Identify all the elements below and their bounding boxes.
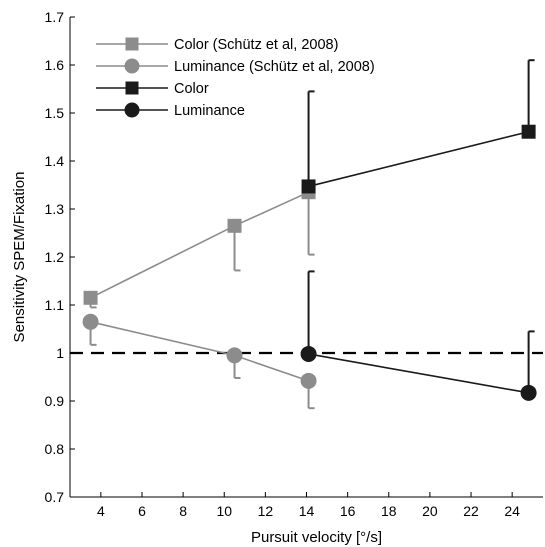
series-2-point bbox=[82, 313, 99, 330]
x-tick-label: 6 bbox=[138, 503, 146, 519]
series-4-line bbox=[308, 353, 529, 394]
y-tick-label: 1.1 bbox=[45, 297, 65, 313]
x-tick-label: 8 bbox=[179, 503, 187, 519]
series-3-point bbox=[301, 179, 316, 194]
legend-marker bbox=[124, 58, 140, 74]
y-tick-label: 1.2 bbox=[45, 249, 65, 265]
series-1-line bbox=[90, 191, 309, 299]
y-tick-label: 1.3 bbox=[45, 201, 65, 217]
x-tick-label: 18 bbox=[381, 503, 397, 519]
series-2-point bbox=[300, 372, 317, 389]
legend-label: Luminance bbox=[174, 103, 245, 119]
series-4-point bbox=[520, 384, 537, 401]
x-tick-label: 24 bbox=[504, 503, 520, 519]
series-3-line bbox=[308, 130, 529, 188]
legend-label: Color (Schütz et al, 2008) bbox=[174, 37, 338, 53]
x-tick-label: 20 bbox=[422, 503, 438, 519]
x-tick-label: 4 bbox=[97, 503, 105, 519]
x-tick-label: 22 bbox=[463, 503, 479, 519]
legend-marker bbox=[125, 81, 139, 95]
legend-label: Color bbox=[174, 81, 209, 97]
y-tick-label: 1.7 bbox=[45, 9, 65, 25]
legend-label: Luminance (Schütz et al, 2008) bbox=[174, 59, 375, 75]
series-2-line bbox=[90, 321, 309, 382]
y-tick-label: 0.7 bbox=[45, 489, 65, 505]
series-3-point bbox=[521, 124, 536, 139]
y-axis-label: Sensitivity SPEM/Fixation bbox=[11, 172, 28, 343]
x-tick-label: 12 bbox=[258, 503, 274, 519]
y-tick-label: 0.9 bbox=[45, 393, 65, 409]
y-tick-label: 1.6 bbox=[45, 57, 65, 73]
series-4-point bbox=[300, 345, 317, 362]
series-2-point bbox=[226, 347, 243, 364]
legend-marker bbox=[125, 37, 139, 51]
y-tick-label: 1.5 bbox=[45, 105, 65, 121]
y-tick-label: 1 bbox=[56, 345, 64, 361]
y-tick-label: 0.8 bbox=[45, 441, 65, 457]
x-axis-label: Pursuit velocity [°/s] bbox=[251, 529, 382, 546]
x-tick-label: 10 bbox=[216, 503, 232, 519]
series-1-point bbox=[83, 290, 98, 305]
x-tick-label: 16 bbox=[340, 503, 356, 519]
legend-marker bbox=[124, 102, 140, 118]
y-tick-label: 1.4 bbox=[45, 153, 65, 169]
x-tick-label: 14 bbox=[299, 503, 315, 519]
series-1-point bbox=[227, 218, 242, 233]
